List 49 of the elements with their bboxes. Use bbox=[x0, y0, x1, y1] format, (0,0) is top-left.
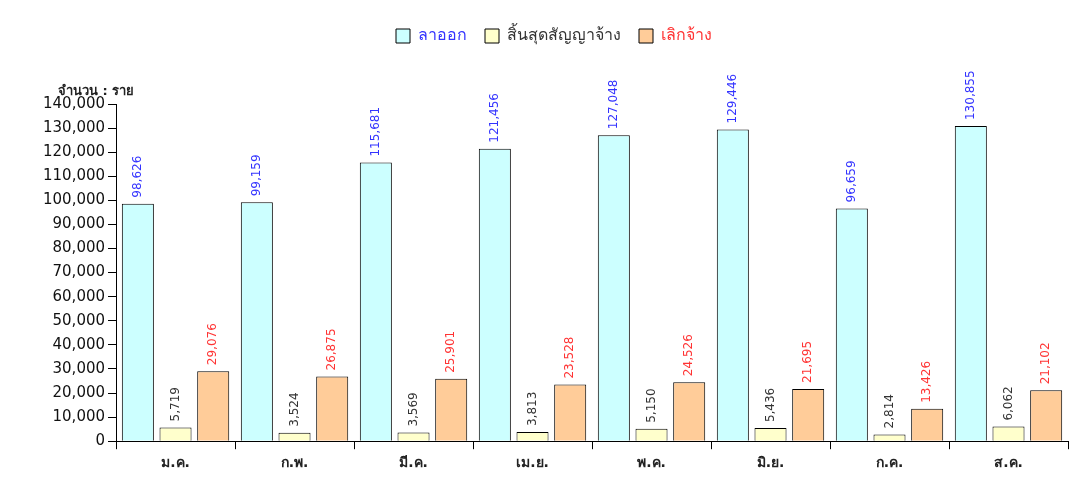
y-tick-label: 0 bbox=[95, 431, 106, 450]
data-label: 5,150 bbox=[643, 388, 658, 423]
data-label: 2,814 bbox=[881, 394, 896, 429]
data-label: 98,626 bbox=[129, 155, 144, 198]
x-tick-label: พ.ค. bbox=[637, 454, 666, 471]
data-label: 3,569 bbox=[405, 392, 420, 427]
data-label: 26,875 bbox=[324, 328, 339, 371]
data-label: 24,526 bbox=[681, 334, 696, 377]
y-tick-label: 40,000 bbox=[52, 334, 106, 353]
data-label: 23,528 bbox=[562, 336, 577, 379]
y-tick-label: 70,000 bbox=[52, 262, 106, 281]
data-label: 13,426 bbox=[919, 360, 934, 403]
y-tick-label: 20,000 bbox=[52, 382, 106, 401]
data-label: 5,436 bbox=[762, 387, 777, 423]
x-tick-label: ก.พ. bbox=[280, 454, 309, 471]
y-tick-label: 130,000 bbox=[43, 117, 106, 136]
data-label: 127,048 bbox=[605, 79, 620, 130]
x-tick-label: ม.ค. bbox=[161, 454, 190, 471]
legend-label: สิ้นสุดสัญญาจ้าง bbox=[507, 23, 621, 46]
y-tick-label: 80,000 bbox=[52, 238, 106, 257]
data-label: 21,102 bbox=[1038, 342, 1053, 385]
y-tick-label: 120,000 bbox=[43, 142, 106, 161]
x-tick-label: มี.ค. bbox=[399, 454, 428, 471]
y-tick-label: 100,000 bbox=[43, 190, 106, 209]
x-tick-label: มิ.ย. bbox=[756, 454, 785, 471]
data-label: 3,813 bbox=[524, 391, 539, 427]
data-label: 6,062 bbox=[1000, 386, 1015, 421]
y-tick-label: 10,000 bbox=[52, 407, 106, 425]
data-label: 5,719 bbox=[167, 387, 182, 422]
data-label: 21,695 bbox=[800, 340, 815, 383]
x-tick-label: ก.ค. bbox=[875, 454, 904, 471]
data-label: 99,159 bbox=[248, 154, 263, 197]
data-label: 130,855 bbox=[962, 70, 977, 121]
legend-label: เลิกจ้าง bbox=[661, 25, 712, 45]
y-tick-label: 110,000 bbox=[43, 166, 106, 185]
data-label: 96,659 bbox=[843, 160, 858, 203]
x-tick-label: ส.ค. bbox=[994, 454, 1023, 471]
y-tick-label: 60,000 bbox=[52, 286, 106, 305]
y-tick-label: 30,000 bbox=[52, 358, 106, 377]
data-label: 121,456 bbox=[486, 93, 501, 143]
data-label: 129,446 bbox=[724, 73, 739, 124]
data-label: 25,901 bbox=[443, 330, 458, 373]
data-label: 29,076 bbox=[205, 323, 220, 366]
y-tick-label: 90,000 bbox=[52, 214, 106, 233]
x-tick-label: เม.ย. bbox=[516, 454, 549, 471]
y-tick-label: 50,000 bbox=[52, 310, 106, 329]
legend-label: ลาออก bbox=[418, 25, 467, 45]
data-label: 115,681 bbox=[367, 106, 382, 157]
data-label: 3,524 bbox=[286, 392, 301, 427]
